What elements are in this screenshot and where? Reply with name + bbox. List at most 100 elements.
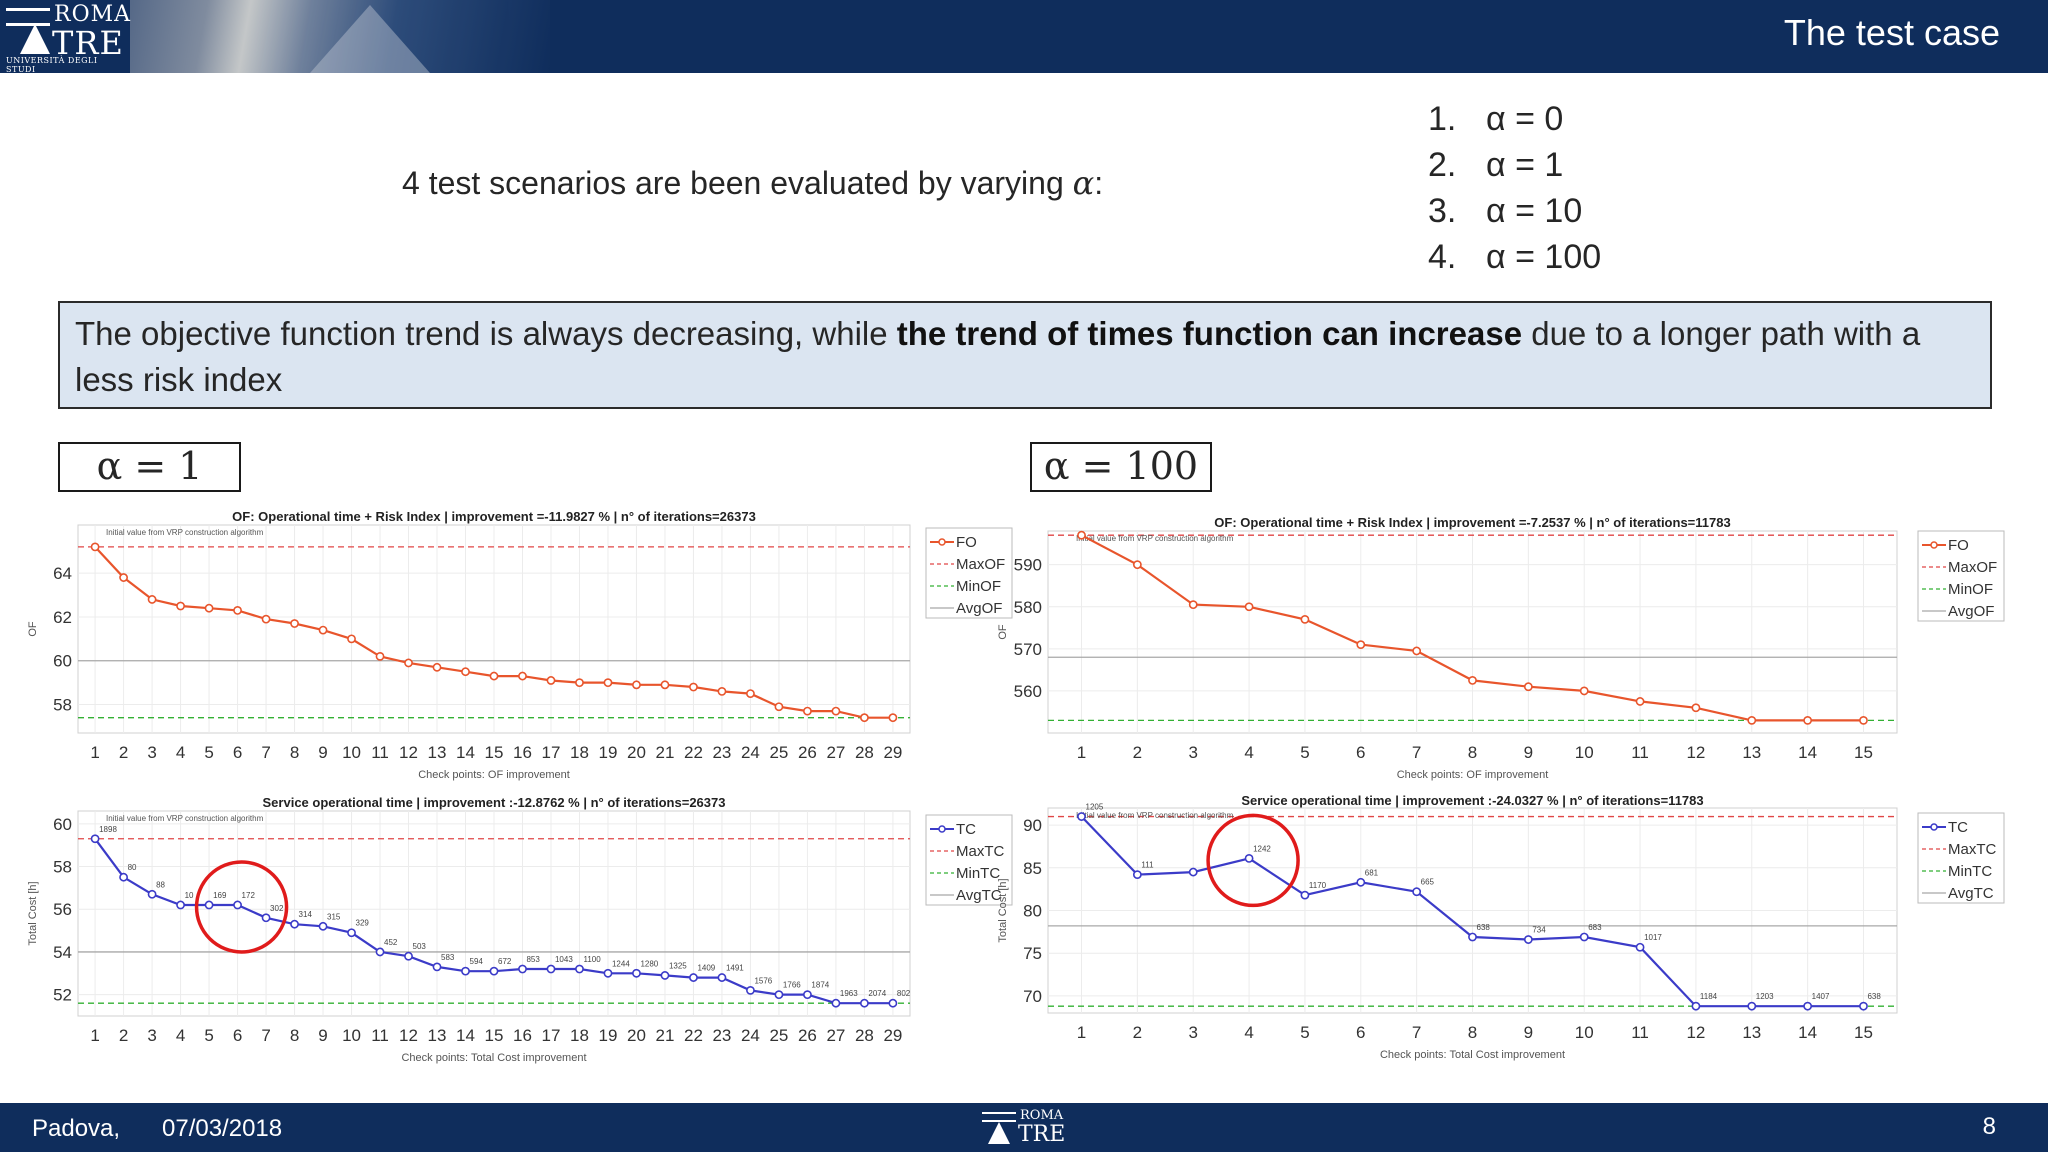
university-logo: ROMA TRE UNIVERSITÀ DEGLI STUDI — [4, 2, 130, 73]
data-point — [689, 682, 698, 692]
data-point — [1523, 682, 1533, 692]
data-label: 681 — [1365, 868, 1379, 877]
initial-value-annotation: Initial value from VRP construction algo… — [1076, 811, 1234, 820]
x-tick-label: 11 — [371, 743, 389, 762]
x-tick-label: 9 — [1524, 1023, 1533, 1042]
x-tick-label: 14 — [1798, 743, 1817, 762]
data-point — [489, 671, 499, 681]
chart-3: Service operational time | improvement :… — [27, 795, 1013, 1064]
data-point — [1468, 675, 1477, 685]
data-label: 1170 — [1309, 881, 1327, 890]
x-tick-label: 23 — [712, 743, 731, 762]
data-point — [1691, 1001, 1701, 1011]
x-axis-label: Check points: OF improvement — [1397, 769, 1549, 781]
y-tick-label: 52 — [53, 986, 72, 1005]
data-point — [746, 985, 755, 995]
data-point — [1523, 935, 1533, 944]
data-point — [375, 651, 385, 661]
data-label: 503 — [413, 942, 427, 951]
x-tick-label: 12 — [1686, 743, 1705, 762]
x-tick-label: 14 — [456, 743, 475, 762]
chart-title: Service operational time | improvement :… — [1241, 793, 1703, 808]
x-tick-label: 3 — [1188, 743, 1197, 762]
initial-value-annotation: Initial value from VRP construction algo… — [106, 814, 264, 823]
data-label: 853 — [526, 955, 540, 964]
x-tick-label: 15 — [1854, 743, 1873, 762]
legend-box — [1917, 530, 2005, 622]
data-point — [147, 889, 157, 899]
x-tick-label: 4 — [176, 743, 185, 762]
data-point — [717, 687, 727, 696]
y-tick-label: 58 — [53, 696, 72, 715]
data-point — [261, 913, 271, 923]
x-tick-label: 22 — [684, 1026, 703, 1045]
page-number: 8 — [1982, 1113, 1996, 1140]
data-point — [518, 964, 527, 974]
x-tick-label: 13 — [428, 1026, 447, 1045]
x-tick-label: 12 — [1686, 1023, 1705, 1042]
x-tick-label: 21 — [655, 1026, 674, 1045]
data-point — [347, 928, 356, 938]
x-tick-label: 27 — [826, 1026, 845, 1045]
legend: TC MaxTC MinTC AvgTC — [1917, 812, 2005, 904]
legend-entry: MinOF — [1948, 581, 1993, 598]
x-tick-label: 16 — [513, 743, 532, 762]
x-tick-label: 25 — [769, 743, 788, 762]
data-point — [119, 872, 128, 882]
chart-1: OF: Operational time + Risk Index | impr… — [27, 509, 1013, 781]
data-point — [660, 680, 670, 690]
data-label: 2074 — [868, 989, 886, 998]
alpha-label-right: α = 100 — [1030, 442, 1212, 492]
series-line-fo — [94, 546, 893, 719]
list-number: 2. — [1428, 146, 1457, 184]
note-text-post: due to a longer path with a less risk in… — [75, 315, 1921, 398]
initial-value-annotation: Initial value from VRP construction algo… — [1076, 534, 1234, 543]
x-tick-label: 6 — [1356, 743, 1365, 762]
data-label: 1205 — [1086, 803, 1104, 812]
data-point — [404, 658, 413, 668]
legend-entry: MinTC — [956, 865, 1000, 882]
data-point — [603, 968, 613, 978]
x-tick-label: 10 — [1575, 743, 1594, 762]
data-label: 1409 — [697, 964, 715, 973]
data-point — [632, 680, 641, 690]
data-point — [860, 998, 869, 1008]
data-label: 665 — [1421, 878, 1435, 887]
data-label: 315 — [327, 912, 341, 921]
y-tick-label: 64 — [53, 564, 72, 583]
data-point — [1468, 932, 1477, 942]
x-axis-label: Check points: Total Cost improvement — [401, 1052, 586, 1064]
y-tick-label: 56 — [53, 900, 72, 919]
data-label: 1576 — [754, 976, 772, 985]
data-label: 314 — [299, 910, 313, 919]
legend-marker — [1930, 541, 1938, 549]
x-tick-label: 27 — [826, 743, 845, 762]
data-label: 1244 — [612, 959, 630, 968]
legend-entry: MinTC — [1948, 863, 1992, 880]
data-point — [1300, 614, 1310, 624]
data-point — [1356, 877, 1366, 887]
data-point — [1579, 686, 1589, 696]
data-label: 672 — [498, 957, 512, 966]
x-tick-label: 15 — [485, 1026, 504, 1045]
note-text-bold: the trend of times function can increase — [896, 315, 1523, 352]
data-label: 172 — [242, 891, 256, 900]
data-label: 583 — [441, 953, 455, 962]
intro-text: 4 test scenarios are been evaluated by v… — [402, 164, 1103, 202]
list-number: 4. — [1428, 238, 1457, 276]
data-point — [888, 998, 898, 1008]
intro-suffix: : — [1094, 165, 1104, 201]
legend-entry: MaxTC — [956, 843, 1005, 860]
header-bar: ROMA TRE UNIVERSITÀ DEGLI STUDI The test… — [0, 0, 2048, 73]
y-axis-label: OF — [27, 621, 39, 637]
data-point — [347, 634, 356, 644]
data-point — [432, 662, 442, 672]
data-label: 734 — [1532, 926, 1546, 935]
x-tick-label: 23 — [712, 1026, 731, 1045]
y-tick-label: 85 — [1023, 859, 1042, 878]
legend-entry: AvgTC — [956, 887, 1002, 904]
data-point — [546, 676, 556, 685]
x-tick-label: 28 — [855, 743, 874, 762]
data-label: 1184 — [1700, 992, 1718, 1001]
x-tick-label: 17 — [542, 1026, 561, 1045]
